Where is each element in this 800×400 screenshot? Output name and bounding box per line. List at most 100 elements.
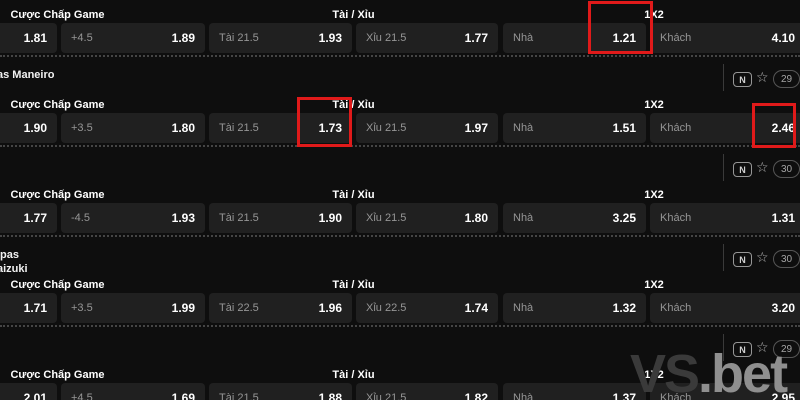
odds-label: Xỉu 21.5: [366, 32, 407, 44]
odds-cell-home[interactable]: Nhà 1.37: [503, 383, 646, 400]
odds-value: 1.73: [318, 121, 342, 135]
odds-cell-under[interactable]: Xỉu 21.5 1.97: [356, 113, 498, 143]
odds-value: 1.99: [171, 301, 195, 315]
odds-label: Khách: [660, 302, 692, 314]
odds-value: 1.90: [318, 211, 342, 225]
header-1x2: 1X2: [644, 99, 664, 111]
header-1x2: 1X2: [644, 279, 664, 291]
new-badge-icon: N: [733, 72, 752, 87]
odds-cell-under[interactable]: Xỉu 22.5 1.74: [356, 293, 498, 323]
odds-cell-home[interactable]: Nhà 1.51: [503, 113, 646, 143]
odds-value: 2.46: [771, 121, 795, 135]
odds-label: Xỉu 21.5: [366, 122, 407, 134]
odds-cell-over[interactable]: Tài 21.5 1.88: [209, 383, 352, 400]
markets-count-badge[interactable]: 29: [773, 340, 800, 358]
divider: [723, 154, 724, 181]
odds-value: 1.31: [771, 211, 795, 225]
odds-label: +4.5: [71, 32, 93, 44]
star-icon[interactable]: ☆: [756, 339, 769, 355]
odds-value: 3.20: [771, 301, 795, 315]
odds-cell-away[interactable]: Khách 4.10: [650, 23, 800, 53]
odds-label: Xỉu 21.5: [366, 212, 407, 224]
odds-cell-home[interactable]: Nhà 1.21: [503, 23, 646, 53]
star-icon[interactable]: ☆: [756, 249, 769, 265]
team-name: as Maneiro: [0, 69, 55, 81]
header-handicap: Cược Chấp Game: [10, 99, 105, 111]
odds-value: 1.69: [171, 391, 195, 400]
header-handicap: Cược Chấp Game: [10, 9, 105, 21]
odds-cell-away[interactable]: Khách 3.20: [650, 293, 800, 323]
markets-count-badge[interactable]: 30: [773, 160, 800, 178]
odds-label: Tài 21.5: [219, 212, 259, 224]
odds-label: +3.5: [71, 122, 93, 134]
team-name-home: ipas: [0, 249, 20, 261]
odds-value: 1.71: [23, 301, 47, 315]
header-over-under: Tài / Xỉu: [332, 189, 375, 201]
odds-label: Khách: [660, 32, 692, 44]
odds-value: 1.51: [612, 121, 636, 135]
team-names[interactable]: ipas aizuki: [0, 248, 28, 276]
odds-value: 1.21: [612, 31, 636, 45]
odds-label: Tài 21.5: [219, 32, 259, 44]
header-over-under: Tài / Xỉu: [332, 9, 375, 21]
markets-count-badge[interactable]: 29: [773, 70, 800, 88]
odds-label: Khách: [660, 392, 692, 400]
odds-cell-handicap-away[interactable]: +4.5 1.89: [61, 23, 205, 53]
new-badge-icon: N: [733, 162, 752, 177]
odds-cell-home[interactable]: Nhà 3.25: [503, 203, 646, 233]
star-icon[interactable]: ☆: [756, 159, 769, 175]
match-row-4: ipas aizuki N ☆ 30 Cược Chấp Game Tài / …: [0, 237, 800, 327]
odds-value: 1.77: [23, 211, 47, 225]
odds-cell-over[interactable]: Tài 21.5 1.73: [209, 113, 352, 143]
odds-value: 1.97: [464, 121, 488, 135]
team-names[interactable]: as Maneiro: [0, 68, 54, 82]
odds-cell-under[interactable]: Xỉu 21.5 1.80: [356, 203, 498, 233]
odds-cell-over[interactable]: Tài 22.5 1.96: [209, 293, 352, 323]
odds-cell-under[interactable]: Xỉu 21.5 1.82: [356, 383, 498, 400]
odds-cell-under[interactable]: Xỉu 21.5 1.77: [356, 23, 498, 53]
odds-label: +3.5: [71, 302, 93, 314]
odds-cell-away[interactable]: Khách 2.46: [650, 113, 800, 143]
odds-cell-over[interactable]: Tài 21.5 1.90: [209, 203, 352, 233]
odds-label: Tài 22.5: [219, 302, 259, 314]
odds-cell-handicap-home[interactable]: 1.71: [0, 293, 57, 323]
match-row-5: N ☆ 29 Cược Chấp Game Tài / Xỉu 1X2 2.01…: [0, 327, 800, 400]
odds-label: Khách: [660, 212, 692, 224]
odds-value: 1.80: [171, 121, 195, 135]
odds-cell-over[interactable]: Tài 21.5 1.93: [209, 23, 352, 53]
markets-count-badge[interactable]: 30: [773, 250, 800, 268]
star-icon[interactable]: ☆: [756, 69, 769, 85]
odds-cell-handicap-home[interactable]: 1.81: [0, 23, 57, 53]
odds-cell-handicap-away[interactable]: +3.5 1.80: [61, 113, 205, 143]
dotted-separator: [0, 325, 800, 327]
odds-cell-handicap-away[interactable]: -4.5 1.93: [61, 203, 205, 233]
odds-cell-handicap-away[interactable]: +3.5 1.99: [61, 293, 205, 323]
odds-value: 1.96: [318, 301, 342, 315]
odds-cell-handicap-home[interactable]: 1.90: [0, 113, 57, 143]
odds-value: 1.74: [464, 301, 488, 315]
odds-cell-away[interactable]: Khách 1.31: [650, 203, 800, 233]
header-over-under: Tài / Xỉu: [332, 369, 375, 381]
odds-value: 1.90: [23, 121, 47, 135]
divider: [723, 64, 724, 91]
odds-cell-away[interactable]: Khách 2.95: [650, 383, 800, 400]
header-handicap: Cược Chấp Game: [10, 369, 105, 381]
odds-cell-home[interactable]: Nhà 1.32: [503, 293, 646, 323]
header-handicap: Cược Chấp Game: [10, 189, 105, 201]
odds-cell-handicap-away[interactable]: +4.5 1.69: [61, 383, 205, 400]
odds-value: 1.82: [464, 391, 488, 400]
header-over-under: Tài / Xỉu: [332, 279, 375, 291]
odds-label: Nhà: [513, 392, 534, 400]
odds-cell-handicap-home[interactable]: 2.01: [0, 383, 57, 400]
odds-label: -4.5: [71, 212, 90, 224]
odds-cell-handicap-home[interactable]: 1.77: [0, 203, 57, 233]
divider: [723, 244, 724, 271]
odds-label: Khách: [660, 122, 692, 134]
odds-value: 4.10: [771, 31, 795, 45]
odds-value: 1.93: [318, 31, 342, 45]
dotted-separator: [0, 235, 800, 237]
new-badge-icon: N: [733, 342, 752, 357]
odds-value: 1.81: [23, 31, 47, 45]
odds-label: Nhà: [513, 122, 534, 134]
